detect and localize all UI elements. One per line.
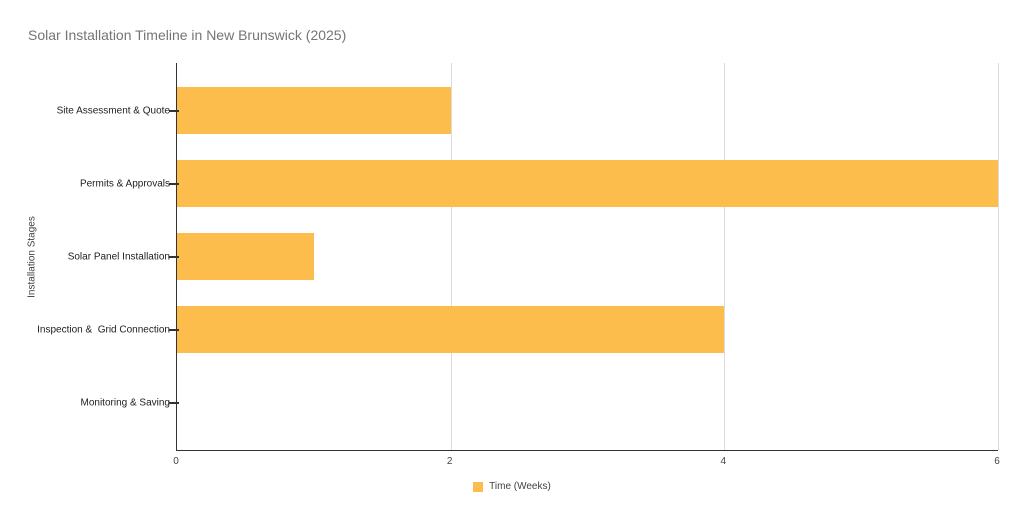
category-label: Inspection & Grid Connection xyxy=(37,324,170,335)
x-axis-labels: 0 2 4 6 xyxy=(173,456,1000,470)
bar[interactable] xyxy=(177,233,314,280)
category-label: Permits & Approvals xyxy=(79,178,170,189)
gridline xyxy=(998,63,999,450)
legend-label: Time (Weeks) xyxy=(489,481,551,492)
plot-area xyxy=(169,63,999,451)
gridline xyxy=(450,63,452,450)
y-axis-labels: Site Assessment & Quote Permits & Approva… xyxy=(0,63,170,451)
gridline xyxy=(724,63,726,450)
x-tick-label: 6 xyxy=(994,456,1000,467)
bar[interactable] xyxy=(177,160,998,207)
category-label: Monitoring & Saving xyxy=(80,397,171,408)
y-tick-mark xyxy=(169,182,179,185)
y-tick-mark xyxy=(169,328,179,331)
chart-title: Solar Installation Timeline in New Bruns… xyxy=(28,27,347,43)
category-label: Site Assessment & Quote xyxy=(56,105,170,116)
x-tick-label: 4 xyxy=(720,456,727,467)
y-tick-mark xyxy=(169,401,179,404)
x-tick-label: 2 xyxy=(446,456,453,467)
y-tick-mark xyxy=(169,255,179,258)
legend-item[interactable]: Time (Weeks) xyxy=(473,481,551,492)
legend: Time (Weeks) xyxy=(0,481,1024,492)
legend-swatch xyxy=(473,481,484,492)
category-label: Solar Panel Installation xyxy=(67,251,170,262)
bar[interactable] xyxy=(177,306,725,353)
bar[interactable] xyxy=(177,87,451,134)
y-tick-mark xyxy=(169,109,179,112)
x-tick-label: 0 xyxy=(173,456,179,467)
